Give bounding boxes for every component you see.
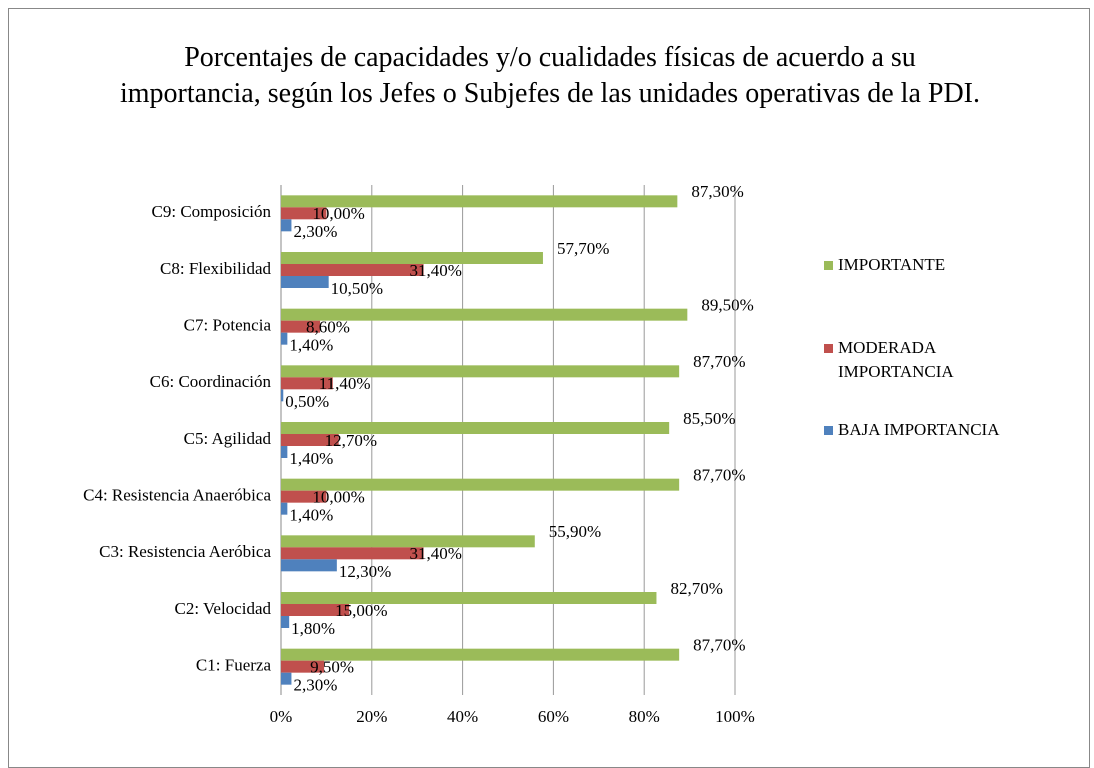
x-tick-label: 40% bbox=[447, 707, 478, 726]
legend-swatch bbox=[824, 344, 833, 353]
y-tick-label: C1: Fuerza bbox=[196, 656, 272, 675]
chart: 0% 20% 40% 60% 80% 100%C1: Fuerza87,70%9,50%2… bbox=[83, 182, 755, 726]
data-label: 10,00% bbox=[312, 488, 364, 507]
bar bbox=[281, 446, 288, 458]
page: Porcentajes de capacidades y/o cualidade… bbox=[8, 8, 1090, 768]
chart-title: Porcentajes de capacidades y/o cualidade… bbox=[120, 42, 981, 109]
bar bbox=[281, 592, 657, 604]
y-tick-label: C6: Coordinación bbox=[150, 372, 272, 391]
x-tick-label: 20% bbox=[356, 707, 387, 726]
y-tick-label: C3: Resistencia Aeróbica bbox=[99, 542, 271, 561]
bar bbox=[281, 389, 284, 402]
legend-item: MODERADA IMPORTANCIA bbox=[824, 336, 1008, 384]
legend-label: MODERADA IMPORTANCIA bbox=[838, 338, 954, 381]
legend-item: BAJA IMPORTANCIA bbox=[824, 418, 1008, 442]
bar bbox=[281, 434, 339, 446]
legend-label: BAJA IMPORTANCIA bbox=[838, 420, 1000, 439]
bar bbox=[281, 672, 292, 685]
data-label: 31,40% bbox=[410, 261, 462, 280]
x-tick-label: 100% bbox=[715, 707, 755, 726]
data-label: 1,40% bbox=[289, 506, 333, 525]
bar bbox=[281, 219, 292, 232]
legend-label: IMPORTANTE bbox=[838, 255, 946, 274]
y-tick-label: C7: Potencia bbox=[184, 316, 272, 335]
x-tick-label: 60% bbox=[538, 707, 569, 726]
bar bbox=[281, 264, 424, 276]
data-label: 55,90% bbox=[549, 522, 601, 541]
x-tick-label: 0% bbox=[270, 707, 293, 726]
data-label: 87,70% bbox=[693, 466, 745, 485]
bar bbox=[281, 195, 678, 208]
bar bbox=[281, 377, 333, 390]
bar bbox=[281, 559, 337, 572]
bar bbox=[281, 422, 670, 434]
data-label: 9,50% bbox=[310, 658, 354, 677]
bar bbox=[281, 276, 329, 288]
y-tick-label: C8: Flexibilidad bbox=[160, 259, 271, 278]
bar bbox=[281, 535, 535, 548]
bar bbox=[281, 365, 680, 378]
data-label: 87,70% bbox=[693, 636, 745, 655]
legend-swatch bbox=[824, 261, 833, 270]
data-label: 57,70% bbox=[557, 239, 609, 258]
x-tick-label: 80% bbox=[629, 707, 660, 726]
data-label: 10,00% bbox=[312, 204, 364, 223]
data-label: 1,40% bbox=[289, 449, 333, 468]
bar bbox=[281, 478, 680, 491]
data-label: 10,50% bbox=[331, 279, 383, 298]
y-tick-label: C5: Agilidad bbox=[184, 429, 272, 448]
bar bbox=[281, 502, 288, 515]
data-label: 87,70% bbox=[693, 352, 745, 371]
legend-swatch bbox=[824, 426, 833, 435]
bar bbox=[281, 604, 350, 616]
bar bbox=[281, 648, 680, 661]
data-label: 1,80% bbox=[291, 619, 335, 638]
data-label: 89,50% bbox=[701, 296, 753, 315]
data-label: 0,50% bbox=[285, 392, 329, 411]
data-label: 15,00% bbox=[335, 601, 387, 620]
bar bbox=[281, 616, 290, 628]
data-label: 2,30% bbox=[293, 222, 337, 241]
data-label: 12,30% bbox=[339, 562, 391, 581]
legend-item: IMPORTANTE bbox=[824, 253, 1008, 277]
y-tick-label: C4: Resistencia Anaeróbica bbox=[83, 486, 271, 505]
bar bbox=[281, 332, 288, 345]
data-label: 31,40% bbox=[410, 544, 462, 563]
bar bbox=[281, 320, 321, 333]
bar bbox=[281, 207, 327, 220]
bar bbox=[281, 308, 688, 321]
data-label: 87,30% bbox=[691, 182, 743, 201]
y-tick-label: C2: Velocidad bbox=[175, 599, 272, 618]
data-label: 2,30% bbox=[293, 676, 337, 695]
data-label: 12,70% bbox=[325, 431, 377, 450]
data-label: 85,50% bbox=[683, 409, 735, 428]
bar bbox=[281, 490, 327, 503]
y-tick-label: C9: Composición bbox=[152, 202, 272, 221]
bar bbox=[281, 547, 424, 560]
bar bbox=[281, 660, 325, 673]
data-label: 8,60% bbox=[306, 318, 350, 337]
bar bbox=[281, 252, 543, 264]
data-label: 82,70% bbox=[670, 579, 722, 598]
data-label: 11,40% bbox=[319, 374, 371, 393]
data-label: 1,40% bbox=[289, 336, 333, 355]
